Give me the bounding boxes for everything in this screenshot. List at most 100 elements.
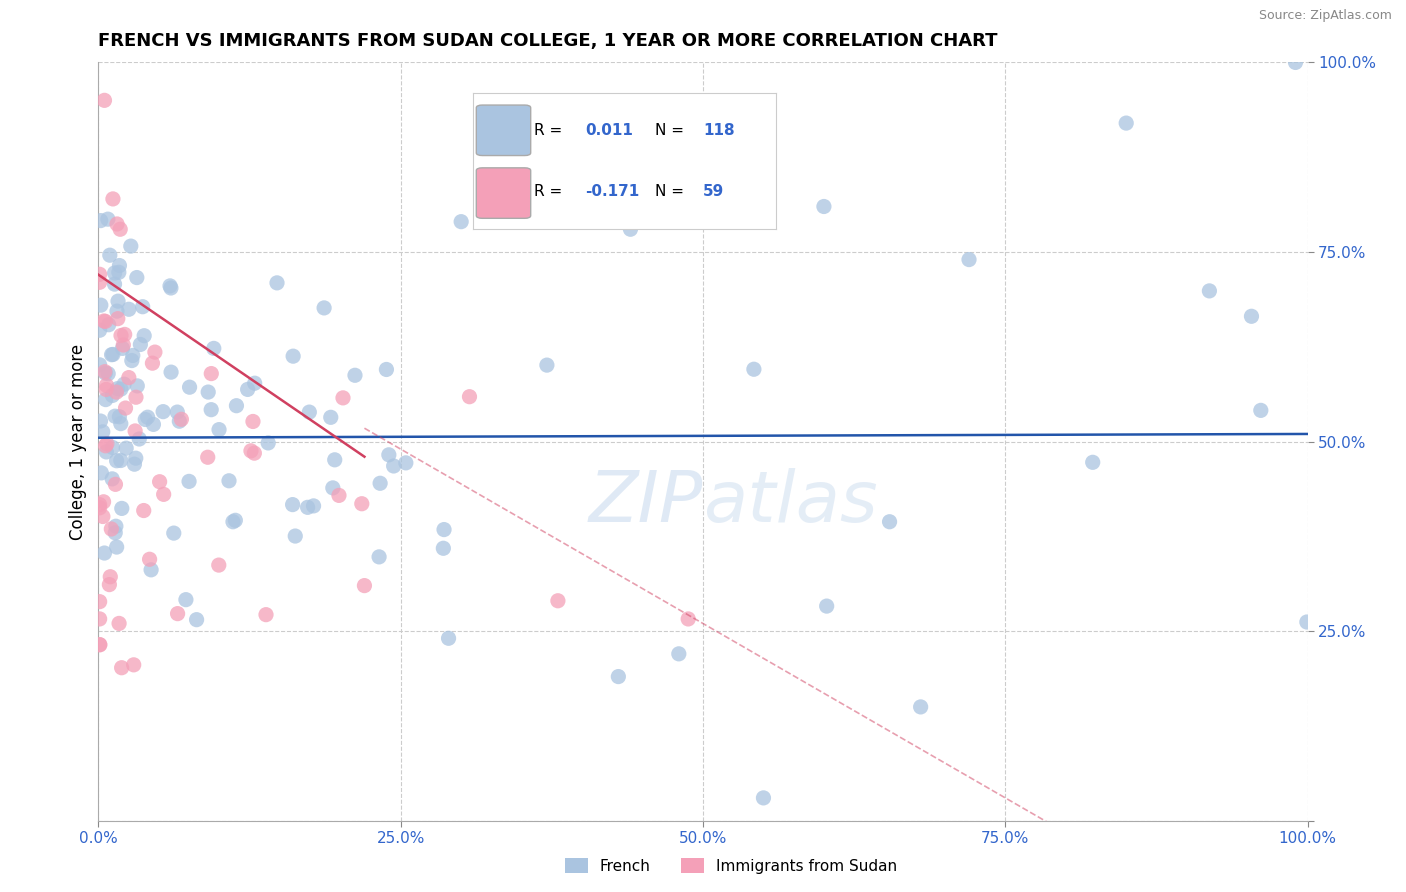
Point bbox=[208, 558, 231, 573]
Text: Source: ZipAtlas.com: Source: ZipAtlas.com bbox=[1258, 9, 1392, 22]
Point bbox=[89, 595, 111, 609]
Point bbox=[105, 385, 128, 400]
Point bbox=[132, 503, 155, 517]
Point bbox=[1284, 55, 1306, 70]
Point bbox=[110, 417, 132, 431]
Point bbox=[375, 362, 398, 376]
Point bbox=[202, 342, 225, 356]
Point bbox=[152, 404, 174, 418]
Point bbox=[138, 552, 160, 566]
Point bbox=[432, 541, 454, 556]
Point bbox=[433, 523, 456, 537]
Point bbox=[266, 276, 288, 290]
Point bbox=[134, 412, 156, 426]
Point bbox=[200, 402, 222, 417]
Point bbox=[395, 456, 418, 470]
Point bbox=[322, 481, 344, 495]
Point bbox=[174, 592, 197, 607]
Point bbox=[97, 212, 120, 227]
Point bbox=[121, 349, 143, 363]
Point bbox=[142, 417, 165, 432]
Point bbox=[124, 457, 146, 471]
Point bbox=[169, 414, 191, 428]
Point bbox=[197, 385, 219, 400]
Point bbox=[101, 192, 124, 206]
Point bbox=[382, 458, 405, 473]
Point bbox=[97, 318, 120, 332]
Point bbox=[177, 475, 200, 489]
Point bbox=[186, 613, 208, 627]
Point bbox=[319, 410, 342, 425]
Point bbox=[450, 214, 472, 228]
Point bbox=[298, 405, 321, 419]
Legend: French, Immigrants from Sudan: French, Immigrants from Sudan bbox=[558, 852, 904, 880]
Point bbox=[105, 540, 128, 554]
Point bbox=[108, 616, 131, 631]
Point bbox=[752, 791, 775, 805]
Point bbox=[96, 437, 118, 451]
Point bbox=[108, 222, 131, 236]
Point bbox=[378, 448, 401, 462]
Point bbox=[224, 513, 246, 527]
Point bbox=[105, 454, 128, 468]
Point bbox=[124, 424, 146, 438]
Point bbox=[91, 509, 114, 524]
Point bbox=[101, 472, 124, 486]
Point bbox=[110, 453, 132, 467]
Point bbox=[136, 410, 159, 425]
Point bbox=[89, 268, 111, 282]
Point bbox=[101, 388, 124, 402]
Point bbox=[108, 409, 131, 424]
Point bbox=[243, 446, 266, 460]
Point bbox=[152, 487, 174, 501]
Point bbox=[208, 423, 231, 437]
Point bbox=[125, 270, 148, 285]
Point bbox=[257, 436, 280, 450]
Point bbox=[89, 358, 111, 372]
Point bbox=[813, 199, 835, 213]
Point bbox=[323, 452, 346, 467]
Text: FRENCH VS IMMIGRANTS FROM SUDAN COLLEGE, 1 YEAR OR MORE CORRELATION CHART: FRENCH VS IMMIGRANTS FROM SUDAN COLLEGE,… bbox=[98, 32, 998, 50]
Point bbox=[218, 474, 240, 488]
Point bbox=[94, 366, 117, 380]
Point bbox=[110, 328, 132, 343]
Point bbox=[98, 577, 121, 591]
Point bbox=[1250, 403, 1272, 417]
Point bbox=[141, 356, 163, 370]
Text: ZIP: ZIP bbox=[589, 467, 703, 537]
Point bbox=[200, 367, 222, 381]
Point bbox=[910, 699, 932, 714]
Point bbox=[90, 213, 112, 227]
Point bbox=[225, 399, 247, 413]
Point bbox=[127, 379, 149, 393]
Point bbox=[242, 415, 264, 429]
Point bbox=[1198, 284, 1220, 298]
Y-axis label: College, 1 year or more: College, 1 year or more bbox=[69, 343, 87, 540]
Point bbox=[353, 579, 375, 593]
Point bbox=[104, 266, 127, 280]
Point bbox=[1081, 455, 1104, 469]
Point bbox=[100, 522, 122, 536]
Point bbox=[128, 432, 150, 446]
Point bbox=[111, 342, 134, 356]
Point bbox=[129, 337, 152, 351]
Point bbox=[607, 669, 630, 683]
Point bbox=[96, 378, 118, 392]
Point bbox=[160, 281, 183, 295]
Point bbox=[239, 443, 262, 458]
Point bbox=[89, 414, 111, 428]
Text: atlas: atlas bbox=[703, 467, 877, 537]
Point bbox=[111, 661, 134, 675]
Point bbox=[297, 500, 319, 515]
Point bbox=[98, 248, 121, 262]
Point bbox=[1115, 116, 1137, 130]
Point bbox=[281, 498, 304, 512]
Point bbox=[368, 549, 391, 564]
Point bbox=[314, 301, 336, 315]
Point bbox=[94, 314, 117, 328]
Point bbox=[437, 632, 460, 646]
Point bbox=[112, 377, 135, 392]
Point bbox=[742, 362, 765, 376]
Point bbox=[166, 405, 188, 419]
Point bbox=[89, 498, 111, 512]
